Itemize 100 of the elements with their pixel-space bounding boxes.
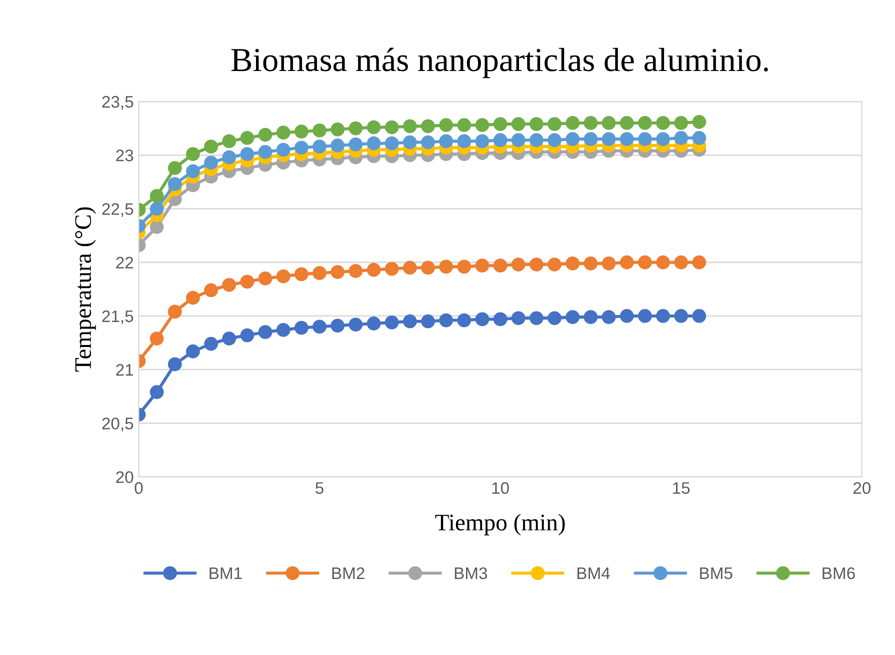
point (566, 116, 580, 130)
point (240, 131, 254, 145)
point (548, 133, 562, 148)
point (240, 147, 254, 162)
point (656, 309, 670, 323)
point (294, 124, 308, 138)
point (384, 262, 399, 276)
point (566, 132, 580, 146)
point (312, 124, 326, 138)
point (384, 120, 399, 134)
point (276, 126, 290, 140)
x-tick-label: 10 (492, 482, 509, 494)
y-tick-label: 22,5 (102, 203, 134, 217)
point (384, 315, 399, 330)
point (602, 310, 616, 324)
point (222, 332, 236, 346)
point (366, 262, 381, 277)
point (530, 117, 544, 131)
point (638, 116, 652, 130)
point (656, 116, 670, 130)
point (692, 131, 706, 145)
point (530, 311, 544, 326)
legend-label: BM3 (454, 567, 488, 580)
point (674, 255, 688, 270)
y-tick-label: 20,5 (102, 418, 134, 432)
point (330, 122, 345, 136)
point (240, 328, 254, 342)
point (186, 344, 200, 358)
point (258, 272, 272, 286)
point (493, 133, 508, 148)
point (366, 136, 381, 150)
x-tick-label: 0 (134, 482, 143, 494)
point (439, 260, 454, 274)
point (330, 138, 345, 152)
y-tick-label: 23 (116, 150, 134, 162)
point (312, 320, 326, 334)
y-tick-label: 21 (116, 364, 134, 376)
point (602, 116, 616, 130)
point (602, 132, 616, 146)
point (294, 320, 308, 335)
point (475, 134, 490, 148)
point (348, 318, 363, 332)
point (475, 312, 490, 326)
point (168, 304, 182, 319)
y-tick-label: 21,5 (102, 310, 134, 324)
point (402, 135, 417, 150)
point (421, 119, 435, 134)
point (204, 156, 218, 170)
point (602, 256, 616, 270)
point (457, 260, 472, 274)
point (439, 134, 454, 148)
point (150, 385, 164, 400)
point (674, 309, 688, 323)
point (348, 137, 363, 152)
point (348, 121, 363, 136)
point (258, 325, 272, 340)
point (258, 128, 272, 142)
point (186, 290, 200, 305)
point (620, 309, 634, 323)
y-tick-label: 23,5 (102, 96, 134, 110)
point (186, 164, 200, 178)
point (548, 117, 562, 131)
point (150, 332, 164, 346)
point (421, 314, 435, 328)
point (511, 117, 526, 131)
y-axis-title: Temperatura (°C) (74, 207, 96, 372)
point (638, 309, 652, 323)
point (674, 131, 688, 145)
point (204, 140, 218, 154)
point (439, 313, 454, 328)
point (566, 256, 580, 270)
point (402, 314, 417, 328)
point (692, 255, 706, 270)
point (402, 260, 417, 275)
legend-label: BM5 (700, 568, 732, 580)
x-axis-title: Tiempo (min) (435, 514, 565, 536)
point (457, 313, 472, 328)
legend-label: BM4 (578, 568, 610, 579)
point (421, 135, 435, 150)
point (620, 255, 634, 270)
point (638, 132, 652, 146)
point (294, 140, 308, 155)
point (620, 132, 634, 146)
point (511, 133, 526, 148)
point (276, 269, 290, 284)
y-tick-label: 22 (116, 256, 134, 268)
point (457, 118, 472, 132)
legend-label: BM2 (332, 567, 364, 579)
point (240, 274, 254, 289)
point (475, 258, 490, 273)
point (168, 357, 182, 372)
point (276, 322, 290, 337)
point (584, 132, 598, 146)
point (584, 116, 598, 130)
point (384, 136, 399, 150)
point (150, 220, 164, 234)
point (276, 142, 290, 157)
point (222, 150, 236, 164)
point (402, 119, 417, 134)
point (366, 120, 381, 134)
